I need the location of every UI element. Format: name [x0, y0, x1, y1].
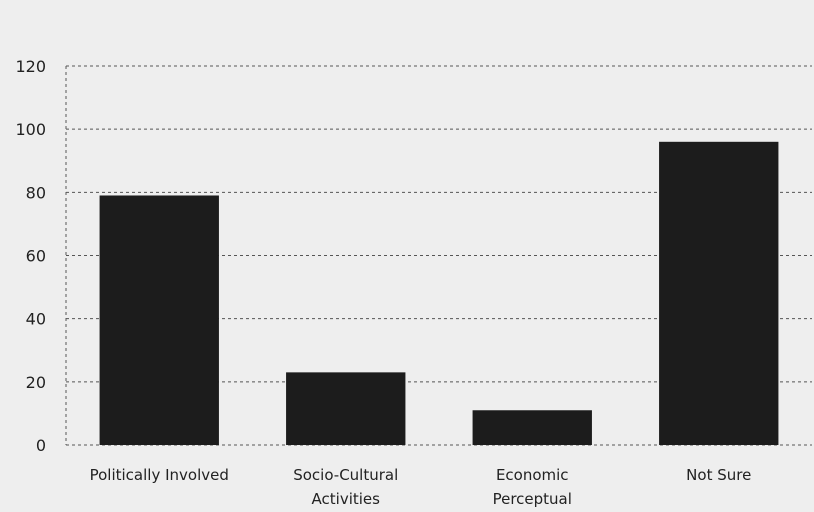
- y-tick-label: 60: [26, 247, 46, 266]
- bars: [99, 141, 779, 446]
- bar: [659, 141, 779, 446]
- bar: [472, 410, 592, 445]
- y-tick-label: 20: [26, 373, 46, 392]
- y-tick-label: 120: [15, 57, 46, 76]
- y-axis-ticks: 0 20 40 60 80 100 120: [15, 57, 46, 455]
- y-tick-label: 100: [15, 120, 46, 139]
- x-tick-label: Economic: [496, 466, 569, 484]
- gridlines: [65, 65, 812, 446]
- y-tick-label: 40: [26, 310, 46, 329]
- y-tick-label: 0: [36, 436, 46, 455]
- bar: [99, 195, 219, 445]
- x-tick-label: Not Sure: [686, 466, 751, 484]
- x-tick-label: Perceptual: [493, 490, 572, 508]
- x-tick-label: Politically Involved: [90, 466, 229, 484]
- x-tick-label: Socio-Cultural: [293, 466, 398, 484]
- bar: [286, 372, 406, 445]
- y-tick-label: 80: [26, 183, 46, 202]
- x-tick-label: Activities: [312, 490, 381, 508]
- x-axis-labels: Politically Involved Socio-Cultural Activi…: [90, 466, 752, 508]
